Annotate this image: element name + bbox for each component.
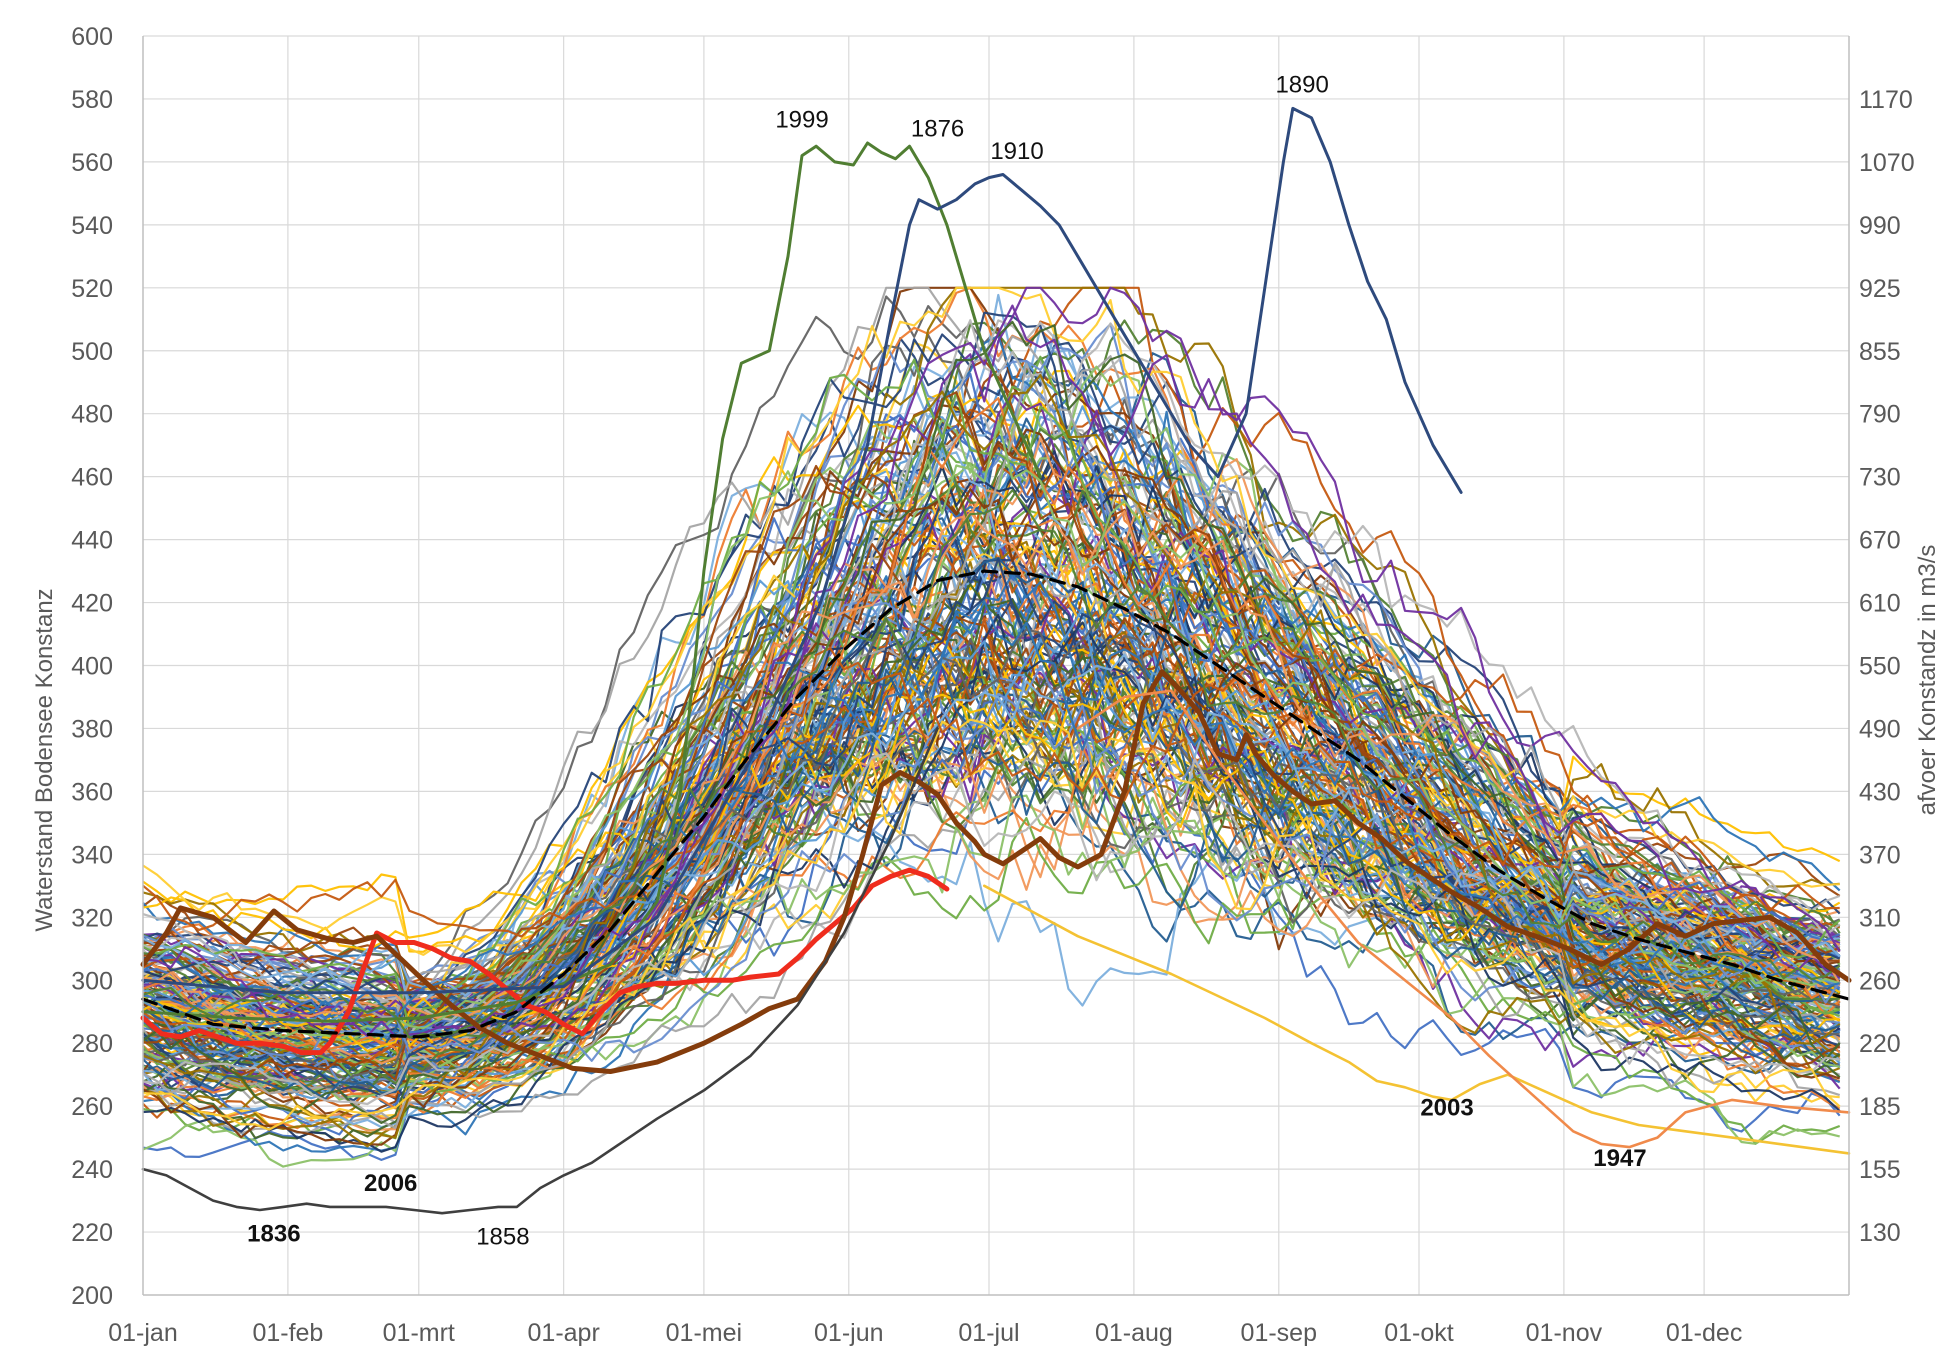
y2-tick-label: 790	[1859, 401, 1901, 429]
y2-tick-label: 430	[1859, 778, 1901, 806]
y-tick-label: 280	[71, 1030, 113, 1058]
series-line-highlight-6	[982, 884, 1851, 1155]
background-series-line	[142, 464, 1841, 1132]
background-series-line	[142, 489, 1841, 1039]
y2-tick-label: 730	[1859, 464, 1901, 492]
y2-tick-label: 925	[1859, 275, 1901, 303]
series-line-mean-0	[141, 569, 1851, 1039]
y2-tick-label: 155	[1859, 1156, 1901, 1184]
y2-tick-label: 370	[1859, 841, 1901, 869]
year-label: 1876	[911, 116, 964, 143]
y2-tick-label: 260	[1859, 967, 1901, 995]
year-label: 1999	[775, 106, 828, 133]
y-tick-label: 420	[71, 590, 113, 618]
axes: 200 220 240 260 280 300 320 340 360 380 400 420 440 4…	[71, 23, 1914, 1347]
series-line-highlight-3	[141, 141, 1042, 1023]
y-tick-label: 380	[71, 715, 113, 743]
year-label: 1947	[1593, 1145, 1646, 1172]
year-label: 1910	[990, 138, 1043, 165]
y-tick-label: 580	[71, 86, 113, 114]
y-tick-label: 320	[71, 904, 113, 932]
year-label: 1858	[476, 1224, 529, 1251]
y-tick-label: 360	[71, 778, 113, 806]
y-tick-label: 220	[71, 1219, 113, 1247]
x-tick-label: 01-okt	[1384, 1319, 1454, 1347]
y2-tick-label: 550	[1859, 653, 1901, 681]
y2-tick-label: 130	[1859, 1219, 1901, 1247]
series-line-highlight-2	[140, 669, 1852, 1074]
series-line-highlight-7	[1076, 689, 1851, 1149]
y2-tick-label: 220	[1859, 1030, 1901, 1058]
y-tick-label: 340	[71, 841, 113, 869]
y2-tick-label: 855	[1859, 338, 1901, 366]
year-label: 1836	[247, 1220, 300, 1247]
background-series-line	[142, 752, 1840, 1106]
year-label: 2006	[364, 1170, 417, 1197]
x-tick-label: 01-dec	[1666, 1319, 1742, 1347]
x-tick-label: 01-sep	[1241, 1319, 1317, 1347]
x-tick-label: 01-mei	[666, 1319, 742, 1347]
y-tick-label: 500	[71, 338, 113, 366]
background-series-line	[142, 436, 1841, 1065]
background-series-line	[142, 646, 1840, 938]
x-tick-label: 01-mrt	[383, 1319, 455, 1347]
background-series-line	[142, 600, 1840, 1019]
background-series-line	[142, 304, 1841, 1038]
y2-tick-label: 490	[1859, 715, 1901, 743]
x-tick-label: 01-aug	[1095, 1319, 1173, 1347]
year-label: 2003	[1420, 1095, 1473, 1122]
background-series-line	[142, 374, 1841, 1148]
background-series-line	[142, 692, 1841, 1062]
y-tick-label: 520	[71, 275, 113, 303]
y-tick-label: 560	[71, 149, 113, 177]
background-series-line	[142, 530, 1841, 1131]
y2-tick-label: 990	[1859, 212, 1901, 240]
x-tick-label: 01-jul	[958, 1319, 1019, 1347]
background-series-line	[142, 391, 1841, 1081]
background-series-line	[142, 534, 1841, 1058]
y-tick-label: 460	[71, 464, 113, 492]
y2-tick-label: 310	[1859, 904, 1901, 932]
y-tick-label: 480	[71, 401, 113, 429]
x-tick-label: 01-apr	[528, 1319, 600, 1347]
y-tick-label: 240	[71, 1156, 113, 1184]
y-tick-label: 300	[71, 967, 113, 995]
y-tick-label: 540	[71, 212, 113, 240]
background-series-line	[142, 653, 1841, 997]
y-tick-label: 600	[71, 23, 113, 51]
y2-tick-label: 1070	[1859, 149, 1915, 177]
y2-tick-label: 1170	[1859, 86, 1913, 114]
background-series-line	[142, 362, 1841, 1130]
x-tick-label: 01-jan	[108, 1319, 178, 1347]
y2-tick-label: 670	[1859, 527, 1901, 555]
x-tick-label: 01-jun	[814, 1319, 884, 1347]
y-tick-label: 400	[71, 653, 113, 681]
background-series-line	[142, 420, 1841, 1041]
highlighted-series-group	[140, 106, 1852, 1215]
y2-tick-label: 610	[1859, 590, 1901, 618]
y2-tick-label: 185	[1859, 1093, 1901, 1121]
y-tick-label: 200	[71, 1282, 113, 1310]
year-label: 1890	[1275, 72, 1328, 99]
x-tick-label: 01-nov	[1526, 1319, 1603, 1347]
background-series-line	[142, 440, 1840, 1093]
background-series-line	[142, 510, 1841, 1023]
y2-axis-title: afvoer Konstandz in m3/s	[1914, 545, 1941, 816]
background-series-line	[142, 450, 1841, 1056]
y-axis-title: Waterstand Bodensee Konstanz	[31, 588, 58, 931]
y-tick-label: 260	[71, 1093, 113, 1121]
series-line-highlight-4	[141, 106, 1463, 995]
series-line-highlight-5	[141, 727, 939, 1215]
background-series-line	[142, 554, 1841, 1019]
x-tick-label: 01-feb	[252, 1319, 323, 1347]
background-series-line	[142, 725, 1840, 1168]
background-series-line	[142, 613, 1841, 1153]
background-series-line	[142, 320, 1841, 1125]
y-tick-label: 440	[71, 527, 113, 555]
background-series-line	[142, 286, 1840, 956]
background-series-line	[142, 718, 1841, 1131]
year-annotations: 1999 1876 1910 1890 2006 1836 1858 2003 1947	[247, 72, 1646, 1251]
